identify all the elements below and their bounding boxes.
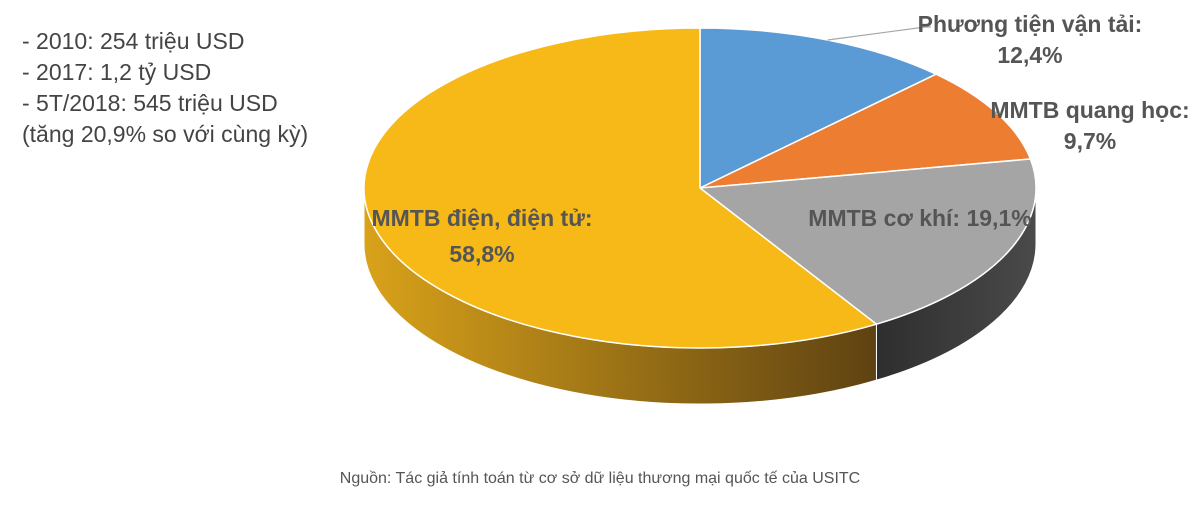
- label-leaders: [827, 26, 999, 114]
- slice-label-line: MMTB điện, điện tử:: [371, 205, 592, 231]
- slice-label-line: 58,8%: [449, 241, 514, 267]
- notes-list: - 2010: 254 triệu USD - 2017: 1,2 tỷ USD…: [22, 26, 308, 150]
- slice-label-line: MMTB cơ khí: 19,1%: [808, 205, 1031, 231]
- slice-label-line: MMTB quang học:: [990, 97, 1189, 123]
- slice-label-mmtb-quang-hoc: MMTB quang học: 9,7%: [990, 97, 1189, 154]
- note-item: - 2017: 1,2 tỷ USD: [22, 59, 212, 85]
- slice-phuong-tien-van-tai: [699, 27, 937, 189]
- source-note: Nguồn: Tác giả tính toán từ cơ sở dữ liệ…: [339, 470, 861, 487]
- leader-line-mmtb-quang-hoc: [992, 111, 999, 114]
- note-item: (tăng 20,9% so với cùng kỳ): [22, 121, 309, 147]
- slice-label-mmtb-dien-dien-tu: MMTB điện, điện tử: 58,8%: [371, 205, 592, 267]
- leader-line-phuong-tien-van-tai: [827, 26, 931, 41]
- note-item: - 5T/2018: 545 triệu USD: [22, 90, 278, 116]
- slice-mmtb-dien-dien-tu: [363, 27, 878, 349]
- slice-label-phuong-tien-van-tai: Phương tiện vận tải: 12,4%: [918, 11, 1143, 68]
- slice-label-line: Phương tiện vận tải:: [918, 11, 1143, 37]
- pie-tops: [363, 27, 1037, 349]
- note-item: - 2010: 254 triệu USD: [22, 28, 245, 54]
- slice-label-line: 12,4%: [997, 42, 1062, 68]
- slice-mmtb-co-khi: [699, 158, 1037, 325]
- slice-label-mmtb-co-khi: MMTB cơ khí: 19,1%: [808, 205, 1031, 231]
- slice-label-line: 9,7%: [1064, 128, 1116, 154]
- slice-labels: Phương tiện vận tải: 12,4% MMTB quang học:…: [371, 11, 1189, 267]
